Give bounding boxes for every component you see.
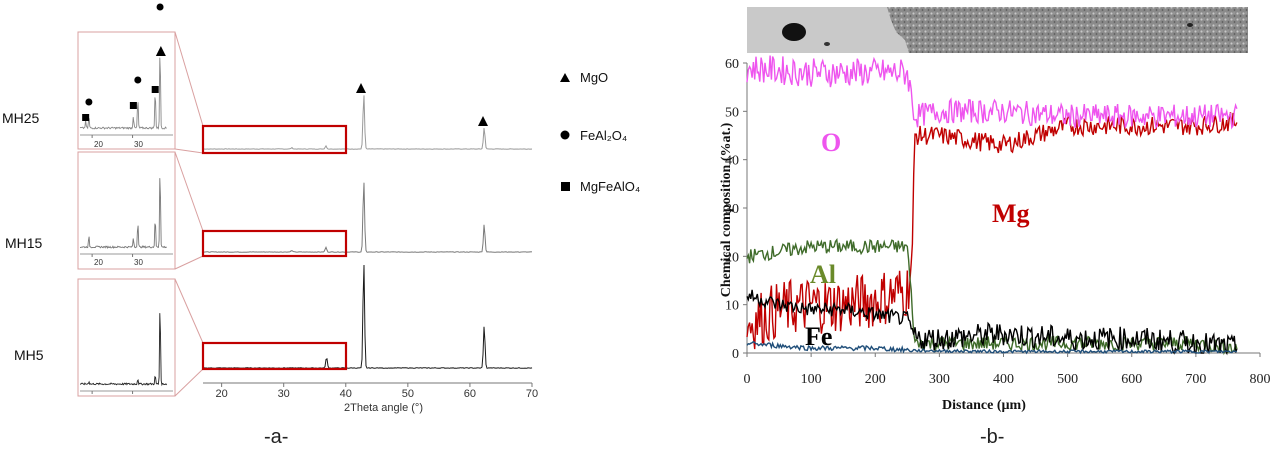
xrd-tick-label: 70 [526,388,538,400]
xrd-trace-mh5 [202,264,533,369]
xrd-x-axis: 20 30 40 50 60 70 [203,382,538,400]
linescan-y-tick-label: 20 [725,250,739,265]
inset-tick-20-mh15: 20 [94,258,103,267]
xrd-x-axis-label: 2Theta angle (°) [344,402,423,414]
inset-box-mh15 [77,151,176,270]
inset-marker-feal2o4 [85,98,93,106]
inset-trace [79,57,167,130]
linescan-series-4 [746,340,1238,355]
inset-tick-20-mh25: 20 [94,140,103,149]
linescan-x-tick-label: 600 [1121,372,1142,387]
legend-feal2o4: FeAl₂O₄ [580,128,627,143]
xrd-tick-label: 50 [402,388,414,400]
linescan-series-2 [746,238,1238,356]
sample-label-mh5: MH5 [14,347,44,363]
xrd-trace-mh25 [203,95,533,150]
linescan-y-tick-label: 10 [725,299,739,314]
xrd-trace-mh15 [202,182,533,253]
zoom-box-mh5 [201,341,348,371]
linescan-series-1 [746,55,1238,130]
inset-trace [79,178,167,249]
linescan-x-tick-label: 100 [801,372,822,387]
label-al: Al [810,260,836,289]
linescan-y-tick-label: 40 [725,154,739,169]
linescan-x-tick-label: 0 [744,372,751,387]
inset-marker-feal2o4 [134,76,142,84]
linescan-y-tick-label: 60 [725,57,739,72]
xrd-tick-label: 20 [215,388,227,400]
xrd-tick-label: 40 [340,388,352,400]
inset-marker-mgfealo4 [129,102,137,109]
caption-a: -a- [264,426,288,448]
inset-marker-mgfealo4 [151,86,159,93]
micrograph-strip [747,7,1248,53]
legend-circle-icon [560,130,570,140]
inset-marker-mgfealo4 [82,114,90,121]
legend-mgfealo4: MgFeAlO₄ [580,179,640,194]
zoom-connectors [174,31,204,397]
linescan-y-axis-label: Chemical composition (%at.) [719,122,734,297]
linescan-series [746,55,1238,356]
linescan-y-tick-label: 30 [725,202,739,217]
linescan-x-tick-label: 300 [929,372,950,387]
inset-trace [79,313,168,387]
legend-triangle-icon [560,73,570,82]
legend-mgo: MgO [580,70,608,85]
mgo-marker-62 [478,116,488,126]
linescan-x-tick-label: 800 [1250,372,1271,387]
linescan-x-tick-label: 500 [1057,372,1078,387]
label-mg: Mg [992,199,1030,228]
mgo-marker-43 [356,83,366,93]
label-o: O [821,128,841,157]
xrd-tick-label: 60 [464,388,476,400]
sample-label-mh15: MH15 [5,235,43,251]
linescan-y-tick-label: 50 [725,105,739,120]
legend-square-icon [561,182,570,191]
panel-a-xrd: MH25 MH15 MH5 20 30 20 30 [2,3,640,448]
sample-label-mh25: MH25 [2,110,40,126]
inset-tick-30-mh25: 30 [134,140,143,149]
linescan-x-tick-label: 400 [993,372,1014,387]
linescan-y-tick-label: 0 [732,347,739,362]
linescan-series-0 [746,112,1238,350]
linescan-x-axis-label: Distance (µm) [942,398,1026,413]
label-fe: Fe [805,322,832,351]
zoom-box-mh25 [201,124,348,155]
linescan-x-tick-label: 200 [865,372,886,387]
linescan-x-tick-label: 700 [1185,372,1206,387]
xrd-legend: MgO FeAl₂O₄ MgFeAlO₄ [560,70,640,194]
zoom-box-mh15 [201,229,348,258]
caption-b: -b- [980,426,1004,448]
inset-marker-mgo [155,46,166,56]
inset-traces [79,3,173,394]
inset-tick-30-mh15: 30 [134,258,143,267]
linescan-series-3 [746,289,1238,356]
xrd-tick-label: 30 [278,388,290,400]
inset-marker-feal2o4 [156,3,164,11]
